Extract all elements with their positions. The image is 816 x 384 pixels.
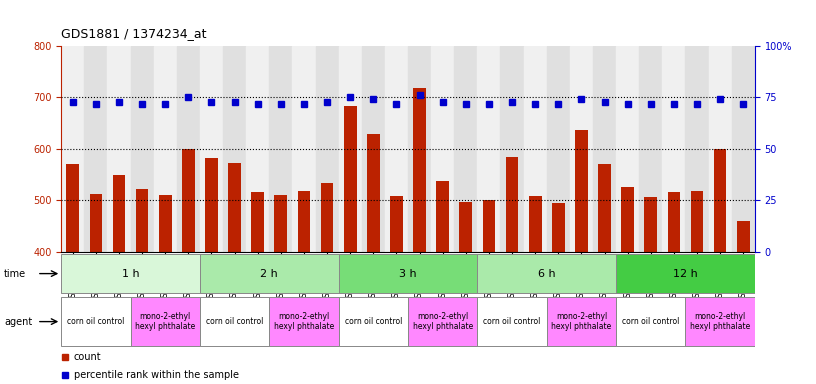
Bar (223, 46, 246, 252)
Bar (292, 46, 316, 252)
Bar (482, 200, 495, 252)
Bar (598, 164, 611, 252)
Text: mono-2-ethyl
hexyl phthalate: mono-2-ethyl hexyl phthalate (274, 312, 334, 331)
Bar (459, 202, 472, 252)
Text: 2 h: 2 h (260, 268, 278, 279)
Text: corn oil control: corn oil control (206, 317, 264, 326)
Text: mono-2-ethyl
hexyl phthalate: mono-2-ethyl hexyl phthalate (552, 312, 611, 331)
Bar (500, 46, 524, 252)
Bar (685, 46, 708, 252)
Bar (437, 180, 449, 252)
Text: 1 h: 1 h (122, 268, 140, 279)
Text: corn oil control: corn oil control (67, 317, 125, 326)
Bar (131, 46, 153, 252)
Bar (408, 46, 431, 252)
Bar (200, 46, 223, 252)
Text: mono-2-ethyl
hexyl phthalate: mono-2-ethyl hexyl phthalate (690, 312, 750, 331)
Bar (269, 297, 339, 346)
Bar (616, 297, 685, 346)
Bar (593, 46, 616, 252)
Text: mono-2-ethyl
hexyl phthalate: mono-2-ethyl hexyl phthalate (413, 312, 472, 331)
Bar (159, 195, 171, 252)
Bar (529, 195, 542, 252)
Bar (153, 46, 177, 252)
Text: corn oil control: corn oil control (344, 317, 402, 326)
Bar (547, 297, 616, 346)
Bar (455, 46, 477, 252)
Text: corn oil control: corn oil control (622, 317, 680, 326)
Bar (547, 46, 570, 252)
Bar (228, 163, 241, 252)
Bar (108, 46, 131, 252)
Text: 3 h: 3 h (399, 268, 417, 279)
Bar (316, 46, 339, 252)
Bar (737, 221, 750, 252)
Text: agent: agent (4, 316, 33, 327)
Bar (685, 297, 755, 346)
Bar (205, 158, 218, 252)
Bar (339, 297, 408, 346)
Bar (570, 46, 593, 252)
Bar (477, 254, 616, 293)
Bar (361, 46, 385, 252)
Text: percentile rank within the sample: percentile rank within the sample (73, 370, 239, 380)
Text: 6 h: 6 h (538, 268, 556, 279)
Bar (246, 46, 269, 252)
Text: time: time (4, 268, 26, 279)
Bar (524, 46, 547, 252)
Bar (616, 254, 755, 293)
Bar (575, 130, 588, 252)
Bar (506, 157, 518, 252)
Bar (131, 297, 200, 346)
Bar (269, 46, 292, 252)
Bar (732, 46, 755, 252)
Bar (385, 46, 408, 252)
Text: 12 h: 12 h (673, 268, 698, 279)
Bar (274, 195, 287, 252)
Bar (667, 192, 681, 252)
Bar (616, 46, 639, 252)
Bar (413, 88, 426, 252)
Text: corn oil control: corn oil control (483, 317, 541, 326)
Bar (639, 46, 663, 252)
Bar (61, 297, 131, 346)
Bar (321, 183, 334, 252)
Bar (645, 197, 657, 252)
Bar (339, 46, 361, 252)
Bar (135, 189, 149, 252)
Text: mono-2-ethyl
hexyl phthalate: mono-2-ethyl hexyl phthalate (135, 312, 195, 331)
Bar (339, 254, 477, 293)
Bar (390, 195, 403, 252)
Bar (84, 46, 108, 252)
Bar (663, 46, 685, 252)
Bar (200, 297, 269, 346)
Bar (61, 46, 84, 252)
Bar (708, 46, 732, 252)
Bar (61, 254, 200, 293)
Text: GDS1881 / 1374234_at: GDS1881 / 1374234_at (61, 27, 206, 40)
Bar (298, 191, 310, 252)
Bar (367, 134, 379, 252)
Text: count: count (73, 352, 101, 362)
Bar (621, 187, 634, 252)
Bar (113, 175, 126, 252)
Bar (408, 297, 477, 346)
Bar (177, 46, 200, 252)
Bar (552, 203, 565, 252)
Bar (431, 46, 455, 252)
Bar (714, 149, 726, 252)
Bar (477, 46, 500, 252)
Bar (344, 106, 357, 252)
Bar (66, 164, 79, 252)
Bar (251, 192, 264, 252)
Bar (690, 191, 703, 252)
Bar (90, 194, 102, 252)
Bar (477, 297, 547, 346)
Bar (182, 149, 195, 252)
Bar (200, 254, 339, 293)
